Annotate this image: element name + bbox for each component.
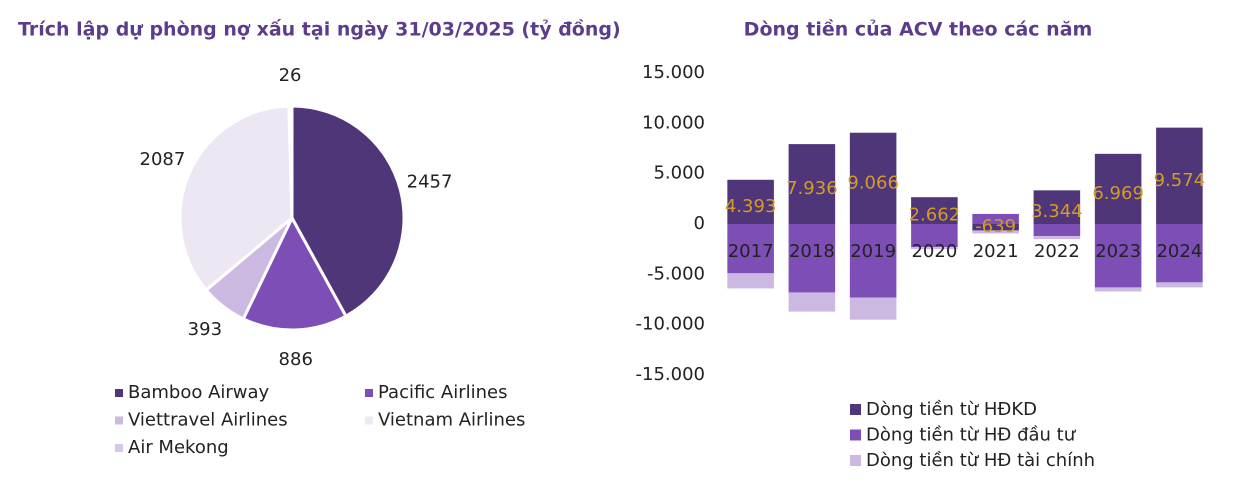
y-tick-label: -10.000 [636, 314, 705, 335]
data-label: 393 [188, 319, 222, 340]
data-label: 9.574 [1154, 170, 1206, 191]
data-label: 3.344 [1031, 201, 1083, 222]
pie-slice [287, 104, 294, 219]
legend-swatch [115, 444, 123, 452]
legend-swatch [850, 404, 861, 415]
bar [849, 224, 897, 298]
y-tick-label: 15.000 [642, 62, 705, 83]
bar [911, 247, 958, 250]
x-tick-label: 2019 [850, 241, 896, 262]
y-tick-label: 10.000 [642, 112, 705, 133]
x-tick-label: 2021 [973, 241, 1019, 262]
y-tick-label: 5.000 [653, 163, 705, 184]
bar [788, 144, 836, 224]
data-label: 2.662 [909, 205, 961, 226]
data-label: 6.969 [1092, 183, 1144, 204]
x-tick-label: 2020 [911, 241, 957, 262]
legend-label: Air Mekong [128, 437, 229, 458]
legend-swatch [115, 416, 123, 425]
x-tick-label: 2024 [1156, 241, 1202, 262]
legend-swatch [365, 416, 373, 425]
bar [911, 197, 958, 224]
x-tick-label: 2022 [1034, 241, 1080, 262]
bar [972, 224, 1019, 231]
data-label: 9.066 [847, 172, 899, 193]
bar [972, 230, 1019, 234]
bar-title: Dòng tiền của ACV theo các năm [744, 18, 1093, 41]
bar [788, 224, 836, 293]
legend-label: Vietnam Airlines [378, 410, 525, 431]
bar [1094, 224, 1142, 288]
legend-label: Dòng tiền từ HĐ tài chính [866, 450, 1095, 471]
pie-slice [290, 104, 406, 319]
y-tick-label: -15.000 [636, 364, 705, 385]
pie-slice [241, 214, 348, 332]
bar [1156, 127, 1203, 224]
legend-swatch [365, 389, 373, 397]
data-label: 4.393 [725, 196, 777, 217]
data-label: 2087 [140, 149, 186, 170]
x-tick-label: 2023 [1095, 241, 1141, 262]
pie-slice [178, 104, 294, 293]
bar [1033, 224, 1081, 237]
bar [911, 224, 958, 248]
x-tick-label: 2017 [728, 241, 774, 262]
legend-label: Bamboo Airway [128, 382, 270, 403]
data-label: 7.936 [786, 178, 838, 199]
x-tick-label: 2018 [789, 241, 835, 262]
legend-swatch [850, 455, 861, 466]
bar [788, 292, 836, 312]
data-label: 26 [279, 65, 302, 86]
bar [1033, 236, 1081, 240]
legend-label: Viettravel Airlines [128, 410, 288, 431]
y-tick-label: 0 [694, 213, 705, 234]
bar [727, 224, 774, 274]
bar [1156, 282, 1203, 288]
legend-label: Dòng tiền từ HĐ đầu tư [866, 425, 1077, 446]
bar [727, 273, 774, 289]
legend-label: Pacific Airlines [378, 382, 508, 403]
bar [972, 213, 1019, 224]
bar [1033, 190, 1081, 224]
legend-swatch [115, 389, 123, 397]
bar [849, 297, 897, 320]
data-label: 2457 [407, 172, 453, 193]
bar [1094, 287, 1142, 292]
data-label: 886 [279, 349, 313, 370]
bar [1156, 224, 1203, 283]
legend-label: Dòng tiền từ HĐKD [866, 399, 1037, 420]
bar [849, 132, 897, 224]
bar [1094, 153, 1142, 224]
pie-title: Trích lập dự phòng nợ xấu tại ngày 31/03… [18, 18, 621, 41]
data-label: -639 [975, 216, 1016, 237]
bar [727, 179, 774, 224]
legend-swatch [850, 429, 861, 441]
y-tick-label: -5.000 [647, 263, 705, 284]
